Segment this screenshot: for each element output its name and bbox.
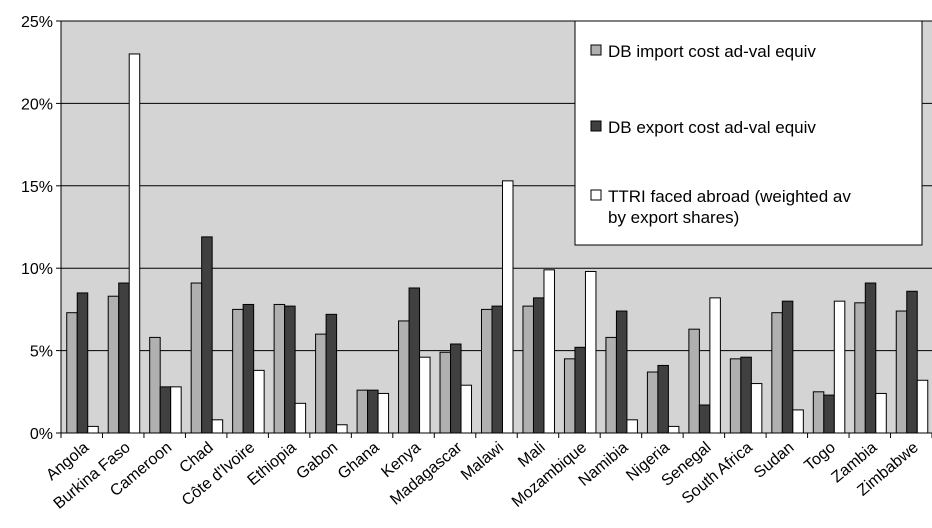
bar-export [615,310,628,434]
bar-ttri [833,300,846,434]
bars-group [66,53,929,434]
bar-export [201,236,213,434]
bar-ttri [294,402,307,434]
bar-import [854,302,866,434]
bar-export [284,305,296,434]
bar-export [76,292,89,434]
bar-import [232,308,244,434]
bar-export [532,297,545,434]
y-tick-label: 20% [21,96,53,113]
legend: DB import cost ad-val equiv DB export co… [574,20,923,246]
bar-ttri [211,419,224,434]
y-tick-label: 15% [21,179,53,196]
x-tick-label: Malawi [458,439,507,484]
legend-label-import: DB import cost ad-val equiv [608,42,816,61]
bar-ttri [626,419,638,434]
bar-import [66,312,78,434]
bar-import [895,310,908,434]
bar-import [107,295,120,434]
bar-import [729,358,742,434]
bar-export [864,282,877,434]
bar-import [398,320,410,434]
bar-import [273,303,286,434]
legend-label-ttri: TTRI faced abroad (weighted av by export… [608,187,856,227]
legend-swatch-import [590,44,602,56]
bar-ttri [916,379,929,434]
bar-ttri [170,386,182,434]
bar-ttri [460,384,473,434]
legend-swatch-export [590,120,602,132]
bar-ttri [128,53,141,434]
bar-export [408,287,421,434]
y-tick-label: 5% [30,344,53,361]
legend-label-export: DB export cost ad-val equiv [608,118,816,137]
bar-export [325,313,338,434]
bar-export [159,386,172,434]
bar-export [367,389,379,434]
y-tick-label: 25% [21,14,53,31]
y-tick-label: 0% [30,426,53,443]
bar-ttri [709,297,721,434]
bar-import [605,336,617,434]
legend-box [574,20,923,246]
x-tick-label: Sudan [751,439,797,482]
bar-import [771,312,783,434]
bar-import [646,371,659,434]
bar-ttri [253,369,265,434]
x-tick-label: Madagascar [387,439,466,509]
axes-group [60,21,932,434]
bar-ttri [792,409,804,434]
bar-export [906,290,918,434]
bar-ttri [543,269,555,434]
bar-ttri [419,356,431,434]
bar-ttri [750,383,763,434]
bar-export [574,346,586,434]
bar-export [242,303,255,434]
bar-export [118,282,130,434]
legend-label-ttri-line2: by export shares) [608,208,739,227]
bar-ttri [377,392,390,434]
bar-ttri [667,425,680,434]
bar-import [149,336,161,434]
bar-ttri [87,425,99,434]
bar-import [190,282,203,434]
legend-swatch-ttri [590,189,602,201]
bar-ttri [875,392,887,434]
bar-export [740,356,752,434]
y-tick-label: 10% [21,261,53,278]
bar-export [823,394,835,434]
x-tick-label: Ghana [335,439,383,483]
bar-import [481,308,493,434]
bar-import [315,333,327,434]
bar-export [450,343,462,434]
y-axis-ticks: 0% 5% 10% 15% 20% 25% [21,14,61,443]
x-tick-label: Gabon [293,439,341,483]
bar-import [812,391,825,434]
bar-import [563,358,576,434]
bar-import [439,351,452,434]
bar-export [491,305,503,434]
bar-import [356,389,369,434]
bar-import [688,328,700,434]
legend-label-ttri-line1: TTRI faced abroad (weighted av [608,187,851,206]
bar-import [522,305,534,434]
x-tick-label: Mali [515,439,548,471]
bar-export [657,364,669,434]
bar-ttri [502,180,514,434]
bar-export [698,404,711,434]
bar-ttri [336,424,348,434]
bar-export [781,300,794,434]
bar-ttri [584,270,597,434]
